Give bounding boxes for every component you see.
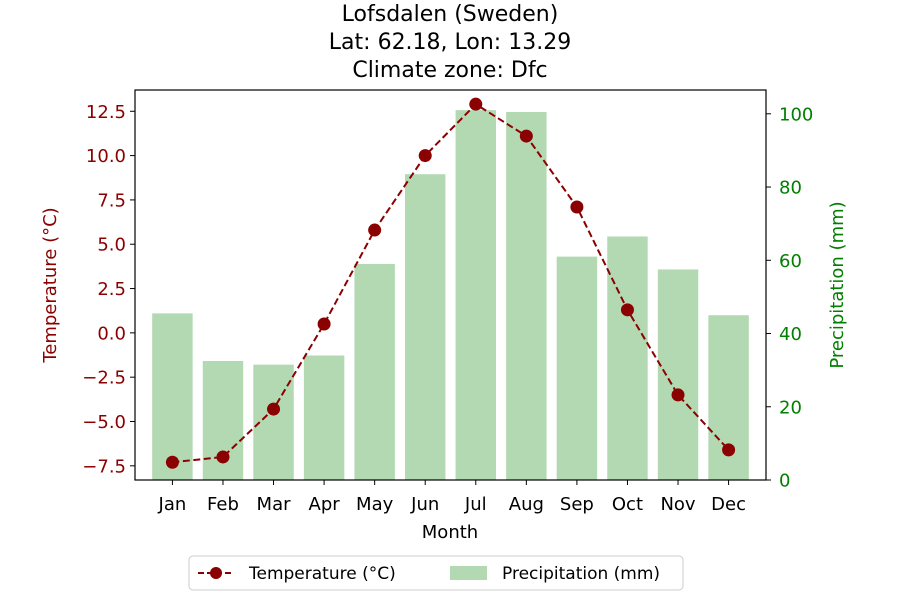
temperature-line (165, 97, 736, 469)
precip-bar-aug (506, 111, 547, 480)
precip-bar-nov (657, 269, 699, 480)
right-tick-label: 0 (779, 471, 790, 492)
left-tick-label: 2.5 (97, 279, 126, 300)
temp-point-aug (519, 129, 533, 143)
precip-bar-jul (455, 110, 497, 481)
x-tick-label: Aug (509, 494, 544, 515)
legend-temperature-marker (210, 567, 222, 579)
legend: Temperature (°C) Precipitation (mm) (188, 555, 684, 591)
x-axis-label: Month (422, 522, 478, 543)
x-tick-label: Oct (612, 494, 643, 515)
precip-bar-oct (607, 236, 648, 480)
chart-title-line-1: Lofsdalen (Sweden) (342, 2, 559, 27)
legend-temperature-label: Temperature (°C) (248, 564, 396, 584)
temp-point-jan (165, 455, 179, 469)
legend-box (188, 555, 684, 591)
x-tick-label: Dec (711, 494, 746, 515)
temp-point-oct (620, 303, 634, 317)
precip-bar-jun (404, 174, 446, 481)
right-tick-label: 60 (779, 251, 802, 272)
x-tick-label: Jun (410, 494, 439, 515)
left-axis-label: Temperature (°C) (40, 207, 61, 363)
temp-point-feb (216, 450, 230, 464)
temp-point-jun (418, 149, 432, 163)
temp-point-jul (469, 97, 483, 111)
precip-bar-apr (303, 355, 345, 480)
x-tick-label: Jul (464, 494, 487, 515)
x-tick-label: Jan (158, 494, 187, 515)
precip-bar-may (354, 263, 395, 480)
precip-bar-jan (152, 313, 193, 480)
left-tick-label: 0.0 (97, 323, 126, 344)
left-tick-label: 10.0 (86, 146, 126, 167)
right-axis-ticks: 0 20 40 60 80 100 (766, 104, 813, 492)
left-tick-label: 7.5 (97, 190, 126, 211)
x-axis-ticks: Jan Feb Mar Apr May Jun Jul Aug Sep Oct Nov Dec (158, 480, 746, 515)
right-tick-label: 20 (779, 397, 802, 418)
plot-frame (134, 89, 767, 481)
x-tick-label: Nov (660, 494, 695, 515)
left-axis-ticks: −7.5 −5.0 −2.5 0.0 2.5 5.0 7.5 10.0 12.5 (82, 102, 135, 477)
left-tick-label: −7.5 (82, 456, 126, 477)
legend-precipitation-swatch (450, 566, 487, 580)
left-tick-label: 12.5 (86, 102, 126, 123)
temperature-series-line (172, 102, 730, 464)
x-tick-label: Sep (560, 494, 594, 515)
left-tick-label: −2.5 (82, 368, 126, 389)
x-tick-label: Mar (257, 494, 292, 515)
chart-title-line-3: Climate zone: Dfc (352, 58, 547, 83)
x-tick-label: May (356, 494, 394, 515)
x-tick-label: Apr (309, 494, 341, 515)
temp-point-dec (722, 443, 736, 457)
right-tick-label: 40 (779, 324, 802, 345)
precipitation-bars (152, 110, 749, 481)
temp-point-mar (267, 402, 281, 416)
temp-point-may (368, 223, 382, 237)
temp-point-sep (570, 200, 584, 214)
temp-point-nov (671, 388, 685, 402)
left-tick-label: 5.0 (97, 235, 126, 256)
precip-bar-mar (253, 364, 294, 480)
right-tick-label: 100 (779, 104, 813, 125)
right-tick-label: 80 (779, 178, 802, 199)
left-tick-label: −5.0 (82, 412, 126, 433)
x-tick-label: Feb (207, 494, 239, 515)
chart-title-line-2: Lat: 62.18, Lon: 13.29 (329, 30, 571, 55)
legend-precipitation-label: Precipitation (mm) (502, 564, 660, 584)
right-axis-label: Precipitation (mm) (827, 201, 848, 368)
precip-bar-sep (556, 256, 598, 480)
temp-point-apr (317, 317, 331, 331)
